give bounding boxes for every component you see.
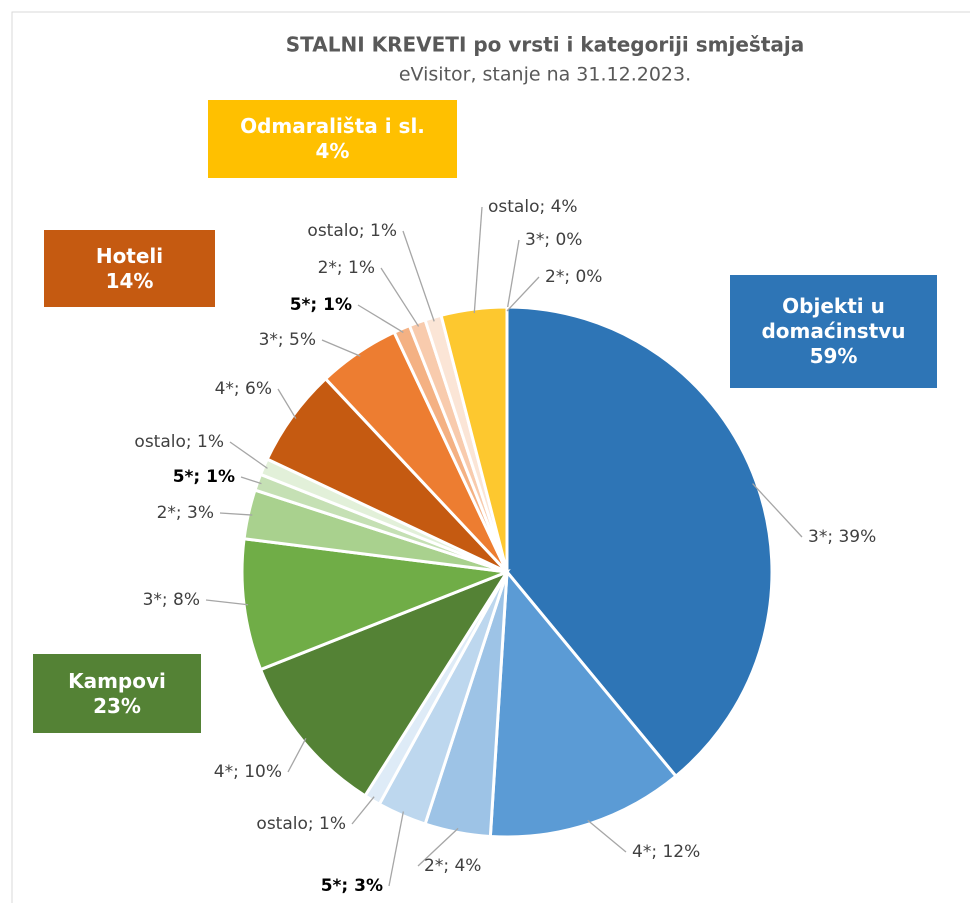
pie-slice bbox=[240, 537, 508, 672]
pie-slice bbox=[505, 305, 774, 779]
data-label: 3*; 5% bbox=[259, 330, 316, 350]
data-label: 4*; 10% bbox=[214, 762, 282, 782]
leader-line bbox=[388, 811, 404, 887]
pie-slice bbox=[258, 568, 511, 798]
data-label: 5*; 1% bbox=[290, 295, 352, 315]
leader-line bbox=[240, 476, 262, 485]
data-label: 5*; 1% bbox=[173, 467, 235, 487]
data-label: ostalo; 4% bbox=[488, 197, 578, 217]
leader-line bbox=[205, 599, 249, 606]
leader-line bbox=[380, 267, 420, 327]
data-label: 2*; 0% bbox=[545, 267, 602, 287]
leader-line bbox=[287, 738, 307, 773]
leader-line bbox=[321, 339, 361, 357]
group-label: Hoteli 14% bbox=[44, 230, 215, 307]
data-label: 2*; 1% bbox=[318, 258, 375, 278]
group-name: Hoteli bbox=[95, 243, 164, 268]
leader-line bbox=[506, 276, 540, 312]
data-label: 4*; 6% bbox=[215, 379, 272, 399]
data-label: 4*; 12% bbox=[632, 842, 700, 862]
data-label: ostalo; 1% bbox=[307, 221, 397, 241]
group-value: 59% bbox=[809, 344, 858, 368]
data-label: 3*; 8% bbox=[143, 590, 200, 610]
leader-line bbox=[473, 206, 483, 314]
group-label: Kampovi 23% bbox=[33, 654, 201, 733]
leader-line bbox=[506, 239, 520, 312]
data-label: ostalo; 1% bbox=[256, 814, 346, 834]
leader-line bbox=[402, 230, 435, 322]
data-label: ostalo; 1% bbox=[134, 432, 224, 452]
group-value: 4% bbox=[315, 139, 350, 163]
leader-line bbox=[277, 388, 297, 419]
leader-line bbox=[219, 512, 253, 516]
leader-line bbox=[417, 827, 459, 867]
group-name: Kampovi bbox=[68, 668, 166, 693]
leader-line bbox=[351, 796, 375, 825]
pie-slice bbox=[488, 568, 679, 839]
group-value: 14% bbox=[105, 268, 154, 293]
chart-frame bbox=[11, 11, 970, 903]
leader-line bbox=[752, 483, 803, 538]
leader-line bbox=[357, 304, 404, 334]
group-label: Objekti u domaćinstvu 59% bbox=[730, 275, 937, 388]
data-label: 5*; 3% bbox=[321, 876, 383, 896]
chart-subtitle: eVisitor, stanje na 31.12.2023. bbox=[399, 64, 691, 86]
group-label: Odmarališta i sl. 4% bbox=[208, 100, 457, 178]
data-label: 3*; 0% bbox=[525, 230, 582, 250]
data-label: 2*; 3% bbox=[157, 503, 214, 523]
leader-line bbox=[229, 441, 268, 469]
chart-title: STALNI KREVETI po vrsti i kategoriji smj… bbox=[286, 33, 804, 57]
group-name: Odmarališta i sl. bbox=[240, 114, 425, 138]
group-name: Objekti u domaćinstvu bbox=[761, 294, 906, 343]
leader-line bbox=[587, 819, 627, 853]
data-label: 2*; 4% bbox=[424, 856, 481, 876]
group-value: 23% bbox=[93, 693, 141, 718]
data-label: 3*; 39% bbox=[808, 527, 876, 547]
